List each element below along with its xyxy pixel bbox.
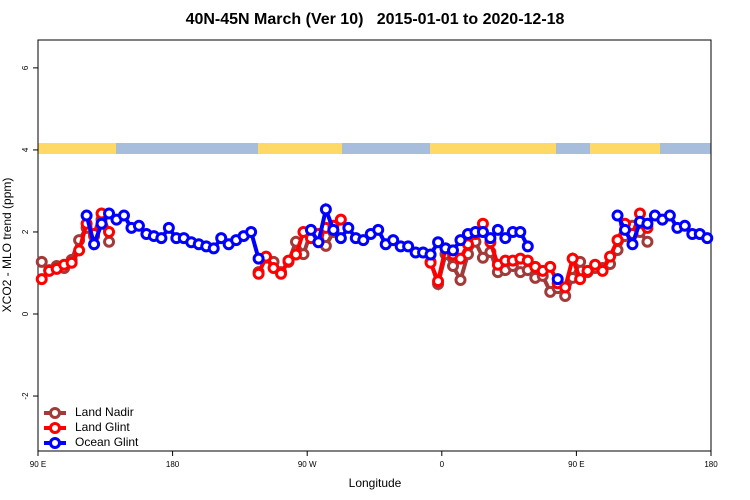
series-point — [604, 250, 617, 263]
series-point — [619, 223, 632, 236]
series-point — [521, 240, 534, 253]
legend-marker — [49, 422, 61, 434]
series-point — [35, 273, 48, 286]
series-point — [132, 219, 145, 232]
series-point — [95, 217, 108, 230]
series-point — [162, 221, 175, 234]
land-ocean-strip — [38, 143, 711, 154]
x-tick-label: 0 — [440, 460, 445, 469]
x-axis-label: Longitude — [349, 476, 402, 490]
x-tick-label: 180 — [166, 460, 180, 469]
x-tick-label: 180 — [704, 460, 718, 469]
series-point — [663, 209, 676, 222]
series-point — [334, 232, 347, 245]
series-point — [514, 225, 527, 238]
series-point — [103, 225, 116, 238]
series-point — [327, 223, 340, 236]
series-point — [312, 236, 325, 249]
series-point — [454, 252, 467, 265]
legend-marker — [49, 407, 61, 419]
series-point — [447, 260, 460, 273]
legend-label: Land Nadir — [75, 405, 134, 419]
series-point — [476, 225, 489, 238]
series-point — [454, 273, 467, 286]
chart-title: 40N-45N March (Ver 10) 2015-01-01 to 202… — [186, 11, 565, 28]
series-point — [641, 235, 654, 248]
legend-label: Ocean Glint — [75, 435, 139, 449]
series-point — [432, 275, 445, 288]
series-point — [432, 236, 445, 249]
series-point — [117, 209, 130, 222]
y-axis-label: XCO2 - MLO trend (ppm) — [0, 178, 14, 313]
series-point — [207, 242, 220, 255]
series-point — [80, 209, 93, 222]
series-point — [289, 248, 302, 261]
series-point — [334, 213, 347, 226]
series-point — [304, 223, 317, 236]
series-point — [342, 221, 355, 234]
series-point — [678, 219, 691, 232]
series-point — [282, 254, 295, 267]
series-point — [88, 238, 101, 251]
series-point — [611, 234, 624, 247]
series-point — [103, 207, 116, 220]
series-point — [596, 264, 609, 277]
series-point — [424, 248, 437, 261]
series-point — [215, 232, 228, 245]
legend-label: Land Glint — [75, 420, 130, 434]
series-point — [544, 260, 557, 273]
series-point — [155, 232, 168, 245]
series-point — [611, 209, 624, 222]
series-point — [454, 234, 467, 247]
series-point — [252, 267, 265, 280]
x-tick-label: 90 E — [30, 460, 46, 469]
series-point — [559, 281, 572, 294]
y-tick-label: 2 — [21, 229, 30, 234]
series-point — [275, 267, 288, 280]
legend-marker — [49, 437, 61, 449]
plot-frame — [37, 39, 712, 452]
series-point — [65, 256, 78, 269]
series-point — [35, 255, 48, 268]
series-point — [574, 273, 587, 286]
series-point — [476, 251, 489, 264]
series-point — [701, 232, 714, 245]
series-point — [387, 234, 400, 247]
series-point — [267, 262, 280, 275]
series-point — [447, 244, 460, 257]
series-point — [626, 238, 639, 251]
series-point — [521, 254, 534, 267]
series-point — [484, 232, 497, 245]
series-point — [581, 264, 594, 277]
x-tick-label: 90 E — [568, 460, 584, 469]
series-point — [566, 252, 579, 265]
series-point — [252, 252, 265, 265]
y-tick-label: -2 — [21, 392, 30, 400]
y-tick-label: 0 — [21, 311, 30, 316]
y-tick-label: 4 — [21, 147, 30, 152]
series-point — [589, 258, 602, 271]
series-point — [245, 225, 258, 238]
series-point — [551, 273, 564, 286]
series-point — [641, 217, 654, 230]
series-point — [372, 223, 385, 236]
series-point — [491, 223, 504, 236]
series-point — [319, 203, 332, 216]
series-point — [499, 232, 512, 245]
series-point — [402, 240, 415, 253]
x-tick-label: 90 W — [298, 460, 317, 469]
series-point — [357, 234, 370, 247]
y-tick-label: 6 — [21, 65, 30, 70]
series-point — [73, 244, 86, 257]
series-point — [103, 235, 116, 248]
